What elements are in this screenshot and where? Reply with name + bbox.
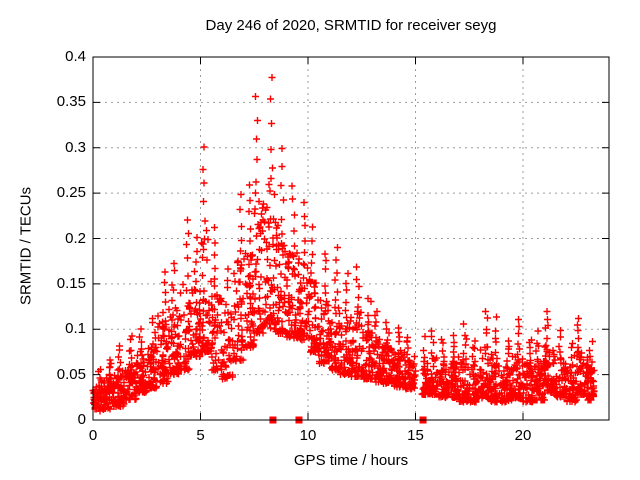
plot-frame: [92, 56, 610, 421]
x-axis-title: GPS time / hours: [293, 452, 409, 469]
x-tick-label: 20: [514, 427, 532, 444]
y-tick-label: 0.05: [56, 365, 86, 383]
y-tick-label: 0.25: [56, 184, 86, 202]
y-tick-label: 0.1: [65, 320, 86, 338]
x-tick-label: 5: [196, 427, 205, 444]
scatter-points: [89, 74, 598, 415]
y-tick-label: 0.35: [56, 93, 86, 111]
x-tick-label: 0: [88, 427, 98, 444]
chart-title: Day 246 of 2020, SRMTID for receiver sey…: [205, 17, 497, 34]
y-tick-label: 0.2: [65, 229, 86, 247]
y-tick-label: 0.3: [65, 138, 86, 156]
y-tick-label: 0: [77, 411, 86, 428]
y-tick-label: 0.15: [56, 274, 86, 292]
x-tick-label: 15: [407, 427, 424, 444]
y-tick-label: 0.4: [65, 48, 86, 65]
x-tick-label: 10: [299, 427, 317, 444]
